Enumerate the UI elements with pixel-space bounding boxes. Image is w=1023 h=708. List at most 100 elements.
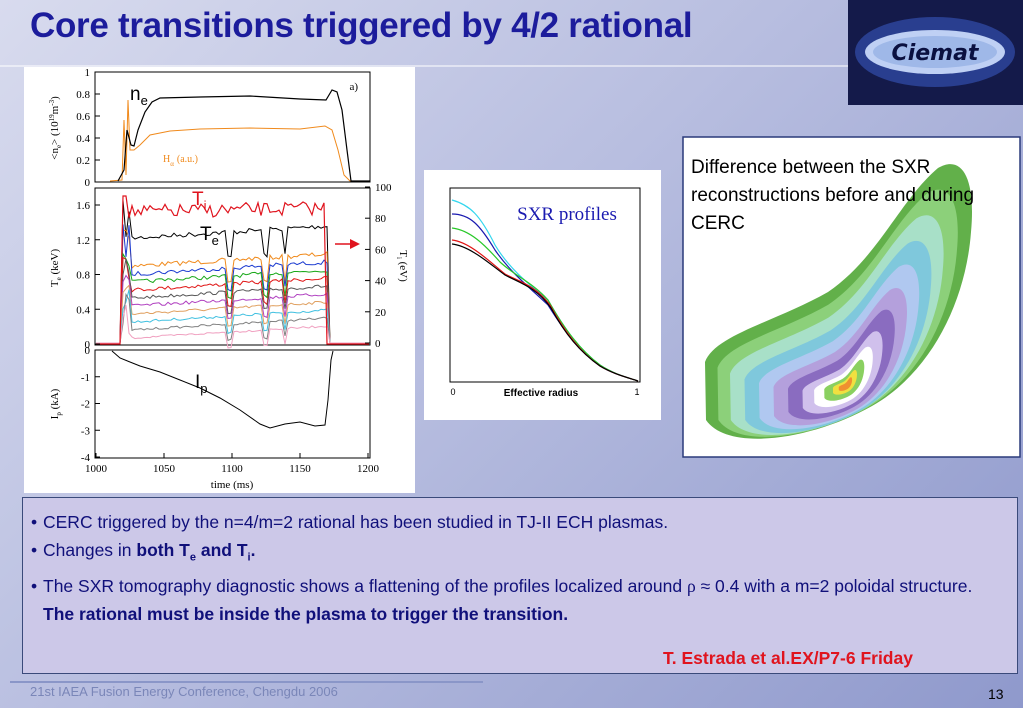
halpha-label: Hα (a.u.) <box>163 154 198 168</box>
ip-label: Ip <box>195 372 208 396</box>
yl-a1: e <box>55 145 63 148</box>
bullet: • Changes in both Te and Ti. <box>31 536 1009 572</box>
te-curve <box>96 258 369 344</box>
reference: T. Estrada et al.EX/P7-6 Friday <box>663 648 913 668</box>
te-main: T <box>200 224 212 245</box>
y-tick-label: 0.8 <box>76 270 90 282</box>
y-tick-label: 0 <box>85 345 91 357</box>
y-tick-label: -1 <box>81 372 90 384</box>
bold: both Te and Ti. <box>136 540 255 564</box>
page-number: 13 <box>988 686 1004 702</box>
bullet: • CERC triggered by the n=4/m=2 rational … <box>31 508 1009 536</box>
bullet-text: The SXR tomography diagnostic shows a fl… <box>43 572 1009 600</box>
y-tick-label: -3 <box>81 425 91 437</box>
y-tick-label: -2 <box>81 399 90 411</box>
panel-b-ylabel: Te (keV) <box>49 249 63 288</box>
bullet-text: Changes in both Te and Ti. <box>43 536 1009 572</box>
sxr-tick-label: 1 <box>634 387 639 397</box>
yl-b1: e <box>55 277 63 280</box>
x-tick-label: 1000 <box>85 463 108 475</box>
logo-oval <box>873 36 997 68</box>
te-curves <box>96 199 369 349</box>
yl-a2: > (10 <box>49 121 61 145</box>
y-tick-label: 20 <box>375 307 387 319</box>
te-curve <box>96 284 369 344</box>
te-sub: e <box>212 233 219 248</box>
text: ≈ 0.4 with a m=2 poloidal structure. <box>695 575 973 596</box>
yl-c2: (kA) <box>49 388 61 412</box>
ne-main: n <box>130 84 141 105</box>
ti-main: T <box>192 189 204 210</box>
ne-sub: e <box>141 93 148 108</box>
panel-a-ylabel: <ne> (1019m-3) <box>48 96 63 160</box>
te-label: Te <box>200 224 219 248</box>
text: and T <box>195 540 248 560</box>
te-curve <box>96 224 369 344</box>
slide-title: Core transitions triggered by 4/2 ration… <box>30 6 693 45</box>
sxr-frame <box>449 187 641 383</box>
plot-box <box>24 67 415 493</box>
te-curve <box>96 274 369 344</box>
panel-tag: a) <box>349 81 358 93</box>
y-tick-label: 60 <box>375 244 387 256</box>
y-tick-label: 0.8 <box>76 89 90 101</box>
y-tick-label: 0 <box>85 339 91 351</box>
tomography-contours <box>705 164 973 439</box>
ne-curve <box>117 89 370 182</box>
panel-b-frame <box>94 187 371 346</box>
te-curve <box>96 229 369 344</box>
y-tick-label: 0.4 <box>76 133 90 145</box>
contour <box>838 377 853 391</box>
halpha-unit: (a.u.) <box>177 154 198 165</box>
y-tick-label: 100 <box>375 182 392 194</box>
ticks: 00.20.40.60.8100.40.81.21.60204060801000… <box>76 67 392 475</box>
x-tick-label: 1150 <box>289 463 311 475</box>
ip-main: I <box>195 372 200 393</box>
yl-b20: T <box>397 250 409 257</box>
ti-curve <box>96 195 369 345</box>
x-tick-label: 1200 <box>357 463 380 475</box>
ne-label: ne <box>130 84 148 108</box>
te-curve <box>96 256 369 344</box>
x-label: time (ms) <box>211 479 254 491</box>
sxr-curves <box>451 199 639 382</box>
yl-a5: -3 <box>48 99 56 105</box>
ti-sub: i <box>204 198 207 213</box>
y-tick-label: -4 <box>81 452 91 464</box>
y-tick-label: 1.2 <box>76 235 90 247</box>
te-curve <box>96 292 369 344</box>
panel-c-ylabel: Ip (kA) <box>49 388 63 419</box>
yl-c1: p <box>55 412 63 416</box>
y-tick-label: 40 <box>375 276 387 288</box>
halpha-sub: α <box>170 160 174 168</box>
text: both T <box>136 540 190 560</box>
yl-a6: ) <box>49 96 61 100</box>
yl-a3: 19 <box>48 114 56 122</box>
te-curve <box>96 305 369 349</box>
ti-label: Ti <box>192 189 207 213</box>
yl-b22: (eV) <box>397 259 409 282</box>
y-tick-label: 0.6 <box>76 111 90 123</box>
y-tick-label: 1 <box>85 67 91 79</box>
te-curve <box>96 199 369 344</box>
sxr-title: SXR profiles <box>517 204 617 225</box>
footer: 21st IAEA Fusion Energy Conference, Chen… <box>30 684 338 699</box>
y-tick-label: 0 <box>85 177 91 189</box>
ip-sub: p <box>200 381 207 396</box>
yl-c0: I <box>49 415 61 419</box>
symbol: ρ <box>686 575 696 596</box>
text: The SXR tomography diagnostic shows a fl… <box>43 575 687 596</box>
yl-b0: T <box>49 280 61 287</box>
panel-a-frame <box>94 71 371 183</box>
bullet-box: • CERC triggered by the n=4/m=2 rational … <box>22 497 1018 674</box>
logo-text: Ciemat <box>892 41 980 66</box>
arrow-head <box>350 239 360 249</box>
halpha-curve <box>109 99 370 182</box>
y-tick-label: 0.2 <box>76 155 90 167</box>
halpha-main: H <box>163 154 170 165</box>
yl-b2: (keV) <box>49 249 61 278</box>
sxr-x-label: Effective radius <box>504 388 579 399</box>
